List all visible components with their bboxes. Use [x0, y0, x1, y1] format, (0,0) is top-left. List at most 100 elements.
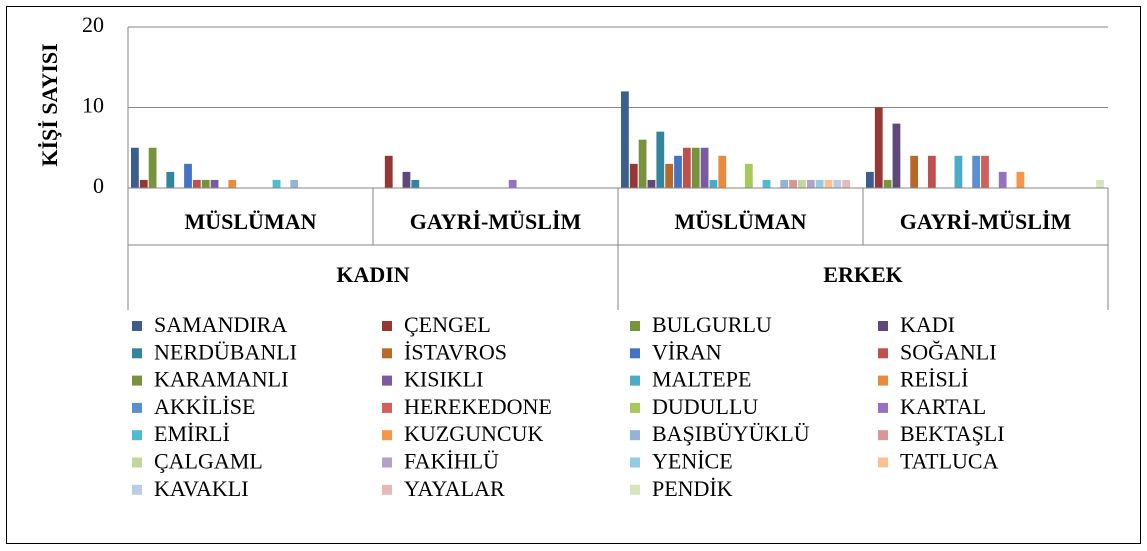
bar	[272, 179, 281, 188]
legend-label: ÇENGEL	[404, 312, 491, 337]
legend-label: KADI	[900, 312, 955, 337]
bar	[629, 163, 638, 188]
bar	[192, 179, 201, 188]
x-tick-label: GAYRİ-MÜSLİM	[900, 209, 1072, 234]
bar	[998, 171, 1007, 188]
legend-swatch	[132, 402, 142, 413]
legend-label: KISIKLI	[404, 367, 483, 392]
legend-label: SAMANDIRA	[154, 312, 287, 337]
legend-label: PENDİK	[652, 476, 733, 501]
legend-swatch	[630, 457, 640, 468]
legend-swatch	[132, 430, 142, 441]
legend-swatch	[382, 457, 392, 468]
bar	[700, 147, 709, 188]
bar	[402, 171, 411, 188]
bar	[744, 163, 753, 188]
bar	[228, 179, 237, 188]
bar	[892, 123, 901, 188]
bar	[798, 179, 806, 188]
bar	[709, 179, 718, 188]
legend-swatch	[382, 402, 392, 413]
y-tick-label: 10	[82, 93, 104, 118]
legend-swatch	[382, 348, 392, 359]
legend-swatch	[382, 321, 392, 331]
legend-label: BEKTAŞLI	[900, 421, 1005, 446]
legend-swatch	[630, 348, 640, 359]
legend-label: SOĞANLI	[900, 339, 997, 364]
legend-label: REİSLİ	[900, 367, 968, 392]
bar	[910, 155, 919, 188]
legend-label: EMİRLİ	[154, 421, 230, 446]
legend-swatch	[630, 430, 640, 441]
legend-swatch	[878, 457, 888, 468]
legend-label: YAYALAR	[404, 476, 505, 501]
y-axis-title: KİŞİ SAYISI	[37, 43, 62, 166]
legend-swatch	[630, 484, 640, 495]
group-label: KADIN	[336, 262, 409, 287]
bar	[638, 139, 647, 188]
legend-swatch	[382, 484, 392, 495]
legend-swatch	[132, 375, 142, 386]
legend-swatch	[878, 321, 888, 331]
bar	[842, 179, 851, 188]
legend-swatch	[878, 402, 888, 413]
bar	[824, 179, 833, 188]
bar	[647, 179, 656, 188]
group-label: ERKEK	[823, 262, 902, 287]
bar	[718, 155, 727, 188]
legend-label: KARAMANLI	[154, 367, 288, 392]
bar	[131, 147, 139, 188]
chart-border	[6, 6, 1141, 544]
legend-label: AKKİLİSE	[154, 394, 255, 419]
bar	[290, 179, 299, 188]
x-tick-label: GAYRİ-MÜSLİM	[410, 209, 582, 234]
bar	[1016, 171, 1025, 188]
bar	[815, 179, 824, 188]
x-tick-label: MÜSLÜMAN	[675, 209, 807, 234]
bar	[139, 179, 148, 188]
bar	[691, 147, 700, 188]
legend-swatch	[630, 321, 640, 331]
bar	[874, 107, 883, 188]
bar	[411, 179, 420, 188]
bar	[833, 179, 842, 188]
legend-label: ÇALGAML	[154, 449, 263, 474]
bar	[508, 179, 517, 188]
bar	[972, 155, 981, 188]
bar	[789, 179, 797, 188]
legend-swatch	[382, 375, 392, 386]
bar	[883, 179, 892, 188]
legend-label: DUDULLU	[652, 394, 758, 419]
legend-label: KUZGUNCUK	[404, 421, 543, 446]
bar	[866, 171, 874, 188]
legend-label: BULGURLU	[652, 312, 772, 337]
bar	[762, 179, 771, 188]
legend-label: FAKİHLÜ	[404, 449, 499, 474]
legend-swatch	[132, 321, 142, 331]
legend-swatch	[132, 484, 142, 495]
bar	[201, 179, 210, 188]
legend-swatch	[132, 457, 142, 468]
bar	[674, 155, 682, 188]
y-tick-label: 20	[82, 12, 104, 37]
legend-label: HEREKEDONE	[404, 394, 552, 419]
bar	[954, 155, 963, 188]
bar	[1096, 179, 1104, 188]
legend-swatch	[878, 375, 888, 386]
legend-label: İSTAVROS	[404, 339, 507, 364]
legend-swatch	[878, 348, 888, 359]
bar	[166, 171, 175, 188]
legend-swatch	[878, 430, 888, 441]
legend-label: VİRAN	[652, 339, 722, 364]
bar	[384, 155, 393, 188]
bar	[148, 147, 157, 188]
legend-label: TATLUCA	[900, 449, 999, 474]
legend-label: YENİCE	[652, 449, 733, 474]
y-tick-label: 0	[93, 173, 104, 198]
bar	[806, 179, 815, 188]
legend-label: NERDÜBANLI	[154, 339, 297, 364]
legend-label: KAVAKLI	[154, 476, 249, 501]
x-tick-label: MÜSLÜMAN	[185, 209, 317, 234]
legend-label: MALTEPE	[652, 367, 751, 392]
